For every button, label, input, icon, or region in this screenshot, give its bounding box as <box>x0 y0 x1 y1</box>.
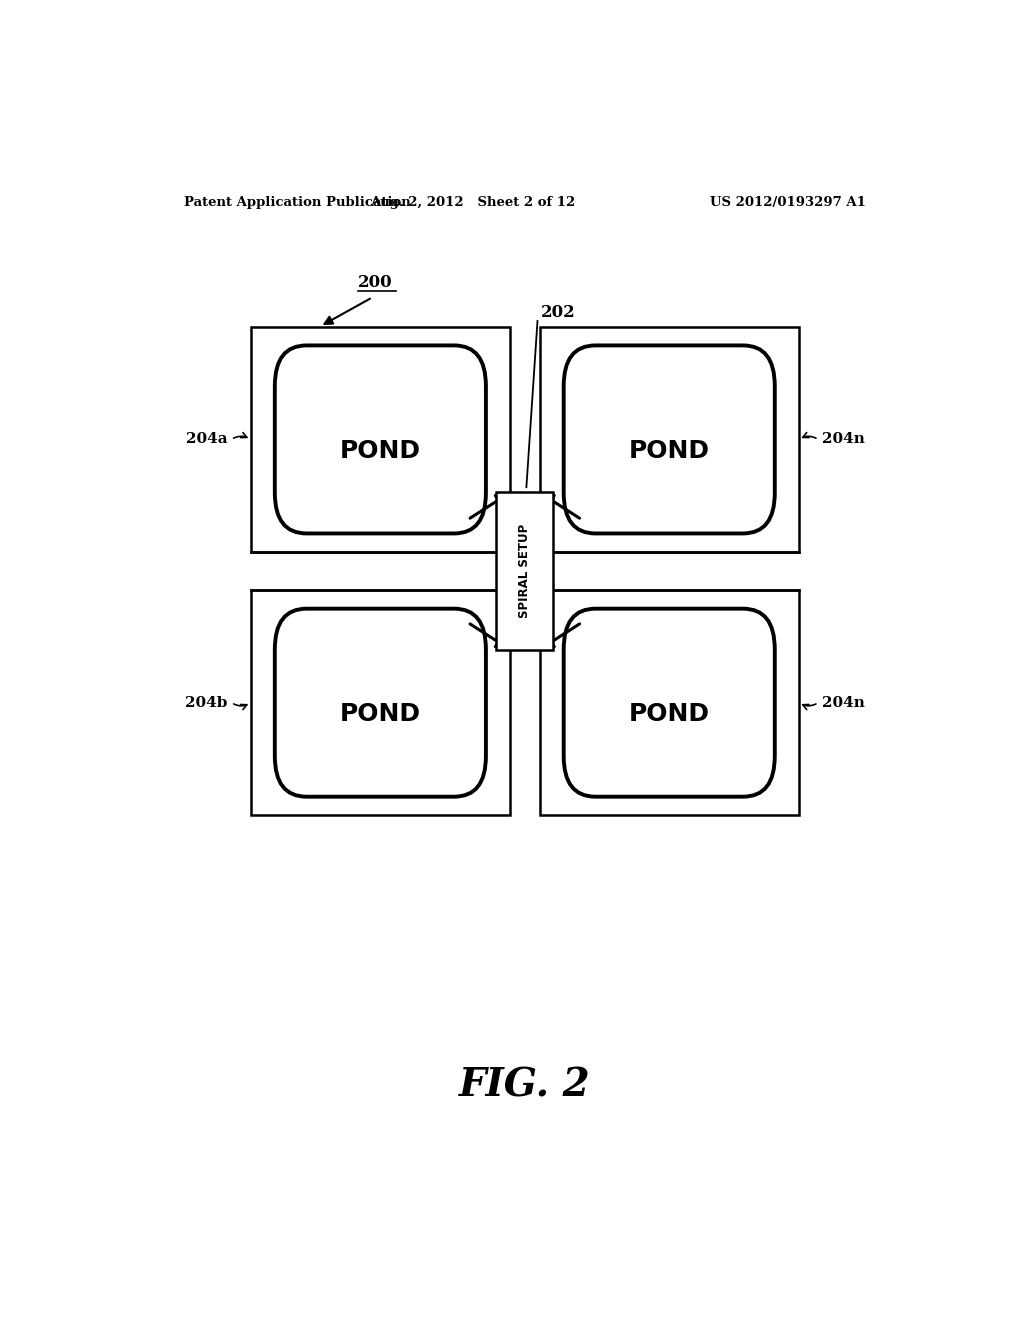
Text: Patent Application Publication: Patent Application Publication <box>183 195 411 209</box>
Bar <box>251 327 510 552</box>
Text: 200: 200 <box>358 273 393 290</box>
Text: POND: POND <box>340 438 421 463</box>
FancyBboxPatch shape <box>274 346 486 533</box>
Text: 204n: 204n <box>822 433 865 446</box>
FancyBboxPatch shape <box>274 609 486 797</box>
Bar <box>540 590 799 814</box>
Text: SPIRAL SETUP: SPIRAL SETUP <box>518 524 531 618</box>
Bar <box>497 492 553 649</box>
Text: 204b: 204b <box>184 696 227 710</box>
Text: FIG. 2: FIG. 2 <box>459 1067 591 1105</box>
Text: 204a: 204a <box>185 433 227 446</box>
Bar <box>540 327 799 552</box>
Text: US 2012/0193297 A1: US 2012/0193297 A1 <box>711 195 866 209</box>
Bar <box>251 590 510 814</box>
Text: Aug. 2, 2012   Sheet 2 of 12: Aug. 2, 2012 Sheet 2 of 12 <box>371 195 575 209</box>
Text: 204n: 204n <box>822 696 865 710</box>
Text: 202: 202 <box>541 304 575 321</box>
Text: POND: POND <box>340 702 421 726</box>
FancyBboxPatch shape <box>563 609 775 797</box>
FancyBboxPatch shape <box>563 346 775 533</box>
Text: POND: POND <box>629 702 710 726</box>
Text: POND: POND <box>629 438 710 463</box>
